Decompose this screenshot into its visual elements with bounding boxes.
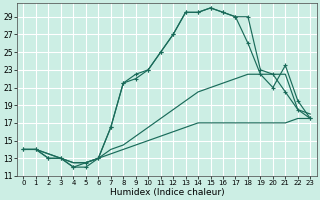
X-axis label: Humidex (Indice chaleur): Humidex (Indice chaleur) xyxy=(109,188,224,197)
